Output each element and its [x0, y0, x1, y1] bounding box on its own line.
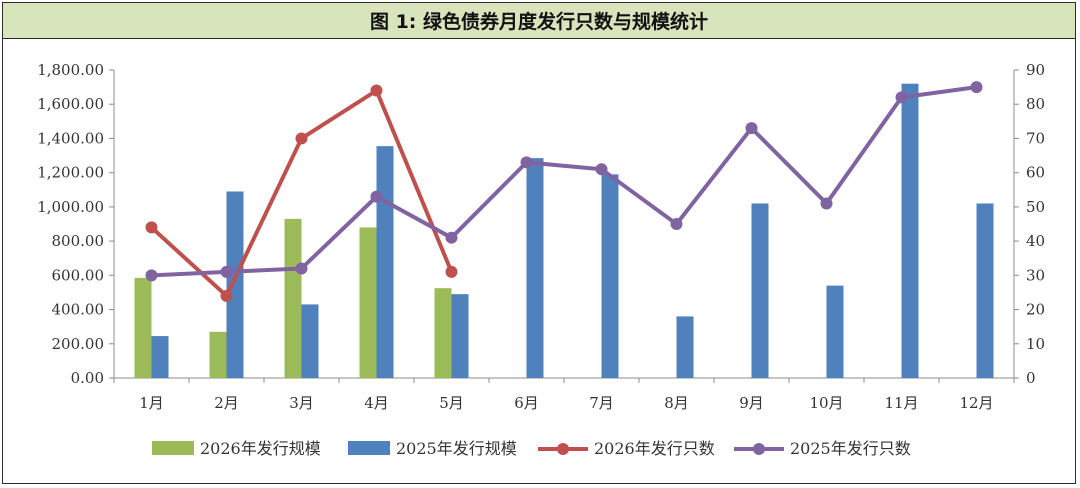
bar-2025 [451, 294, 469, 378]
x-tick-label: 7月 [589, 394, 614, 412]
x-tick-label: 6月 [514, 394, 539, 412]
bar-2025 [826, 285, 844, 378]
left-tick-label: 600.00 [52, 266, 105, 284]
left-tick-label: 1,400.00 [37, 129, 104, 147]
line-point-2025 [895, 91, 908, 104]
legend-label: 2026年发行规模 [200, 439, 321, 458]
left-tick-label: 400.00 [52, 301, 105, 319]
right-tick-label: 0 [1026, 369, 1036, 387]
x-tick-label: 4月 [364, 394, 389, 412]
x-tick-label: 9月 [739, 394, 764, 412]
line-point-2026 [295, 132, 308, 145]
line-point-2025 [745, 122, 758, 135]
line-point-2025 [970, 81, 983, 94]
line-point-2025 [220, 265, 233, 278]
line-point-2025 [820, 197, 833, 210]
line-point-2026 [220, 289, 233, 302]
bar-2025 [226, 191, 244, 378]
chart-title: 图 1: 绿色债券月度发行只数与规模统计 [3, 3, 1075, 39]
bar-2025 [751, 203, 769, 378]
right-tick-label: 30 [1026, 266, 1045, 284]
right-tick-label: 70 [1026, 129, 1045, 147]
right-tick-label: 40 [1026, 232, 1045, 250]
legend-label: 2025年发行只数 [790, 439, 911, 458]
line-point-2025 [145, 269, 158, 282]
left-tick-label: 1,600.00 [37, 95, 104, 113]
bar-2025 [376, 146, 394, 378]
x-tick-label: 2月 [214, 394, 239, 412]
line-point-2026 [445, 265, 458, 278]
bar-2026 [284, 218, 302, 378]
bar-2026 [134, 277, 152, 378]
line-series-2025 [151, 85, 977, 278]
right-tick-label: 90 [1026, 61, 1045, 79]
x-tick-label: 8月 [664, 394, 689, 412]
line-point-2025 [520, 156, 533, 169]
left-tick-label: 1,000.00 [37, 198, 104, 216]
x-tick-label: 11月 [884, 394, 918, 412]
line-point-2025 [595, 163, 608, 176]
right-tick-label: 50 [1026, 198, 1045, 216]
right-tick-label: 80 [1026, 95, 1045, 113]
bar-2025 [676, 316, 694, 378]
x-tick-label: 3月 [289, 394, 314, 412]
bar-2025 [901, 83, 919, 378]
left-tick-label: 0.00 [71, 369, 104, 387]
legend-swatch-marker [557, 443, 569, 455]
bar-2025 [976, 203, 994, 378]
x-tick-label: 1月 [139, 394, 164, 412]
bar-2026 [434, 288, 452, 378]
bar-2025 [601, 174, 619, 378]
bar-2026 [209, 331, 227, 378]
right-tick-label: 10 [1026, 335, 1045, 353]
line-point-2025 [445, 231, 458, 244]
x-tick-label: 5月 [439, 394, 464, 412]
line-point-2026 [370, 84, 383, 97]
line-point-2025 [370, 190, 383, 203]
left-tick-label: 200.00 [52, 335, 105, 353]
legend-swatch-bar [348, 441, 390, 455]
left-tick-label: 1,800.00 [37, 61, 104, 79]
legend-label: 2026年发行只数 [594, 439, 715, 458]
bar-2025 [301, 304, 319, 378]
left-tick-label: 1,200.00 [37, 164, 104, 182]
line-point-2025 [670, 218, 683, 230]
left-tick-label: 800.00 [52, 232, 105, 250]
right-tick-label: 20 [1026, 301, 1045, 319]
bar-2025 [526, 158, 544, 378]
line-point-2025 [295, 262, 308, 275]
bar-2025 [151, 336, 169, 378]
x-tick-label: 12月 [959, 394, 993, 412]
bar-2026 [359, 227, 377, 378]
legend-label: 2025年发行规模 [396, 439, 517, 458]
legend-swatch-marker [753, 443, 765, 455]
legend-swatch-bar [152, 441, 194, 455]
x-tick-label: 10月 [809, 394, 843, 412]
right-tick-label: 60 [1026, 164, 1045, 182]
line-point-2026 [145, 221, 158, 234]
